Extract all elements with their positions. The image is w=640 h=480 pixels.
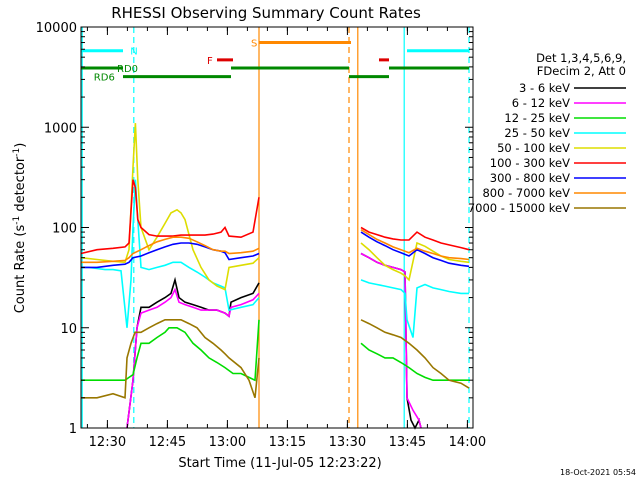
y-tick-label: 1: [69, 422, 77, 437]
legend-label: 3 - 6 keV: [519, 81, 570, 95]
series-line-7: [81, 229, 470, 264]
series-line-6: [81, 231, 470, 269]
legend: Det 1,3,4,5,6,9,FDecim 2, Att 0 3 - 6 keV…: [468, 51, 626, 215]
legend-header-line: FDecim 2, Att 0: [537, 64, 626, 78]
legend-label: 50 - 100 keV: [497, 141, 570, 155]
legend-label: 300 - 800 keV: [490, 171, 570, 185]
y-tick-label: 10000: [36, 21, 77, 36]
x-tick-label: 13:15: [269, 435, 306, 450]
x-tick-label: 13:30: [329, 435, 366, 450]
legend-label: 100 - 300 keV: [490, 156, 570, 170]
legend-header-line: Det 1,3,4,5,6,9,: [536, 51, 626, 65]
series-line-8: [81, 319, 470, 399]
plot-frame: [80, 26, 474, 429]
legend-label: 800 - 7000 keV: [482, 186, 570, 200]
timestamp: 18-Oct-2021 05:54: [560, 468, 636, 477]
legend-label: 25 - 50 keV: [504, 126, 570, 140]
x-axis-label: Start Time (11-Jul-05 12:23:22): [178, 456, 381, 471]
x-tick-label: 13:00: [209, 435, 246, 450]
y-axis-label: Count Rate (s-1 detector-1): [12, 143, 28, 314]
x-tick-label: 12:30: [89, 435, 126, 450]
series-line-3: [81, 179, 469, 338]
state-label-rd6: RD6: [94, 73, 115, 84]
y-tick-label: 1000: [44, 121, 77, 136]
legend-label: 6 - 12 keV: [512, 96, 570, 110]
y-tick-label: 10: [60, 322, 77, 337]
series-line-1: [126, 252, 422, 429]
legend-label: 7000 - 15000 keV: [468, 201, 570, 215]
legend-label: 12 - 25 keV: [504, 111, 570, 125]
state-label-n: N: [130, 47, 137, 58]
state-label-s: S: [251, 39, 257, 50]
series-line-5: [80, 179, 470, 255]
x-tick-label: 12:45: [149, 435, 186, 450]
series-line-2: [81, 319, 469, 382]
series-line-0: [126, 252, 422, 430]
y-tick-label: 100: [52, 222, 77, 237]
series-line-4: [80, 123, 470, 291]
state-label-f: F: [207, 56, 213, 67]
state-label-rd0: RD0: [117, 64, 138, 75]
x-tick-label: 13:45: [389, 435, 426, 450]
axes: 1 10 100 1000 10000 12:30 12:45 13:00 13:15 13:30…: [36, 21, 486, 450]
x-tick-label: 14:00: [449, 435, 486, 450]
chart-title: RHESSI Observing Summary Count Rates: [111, 4, 421, 22]
